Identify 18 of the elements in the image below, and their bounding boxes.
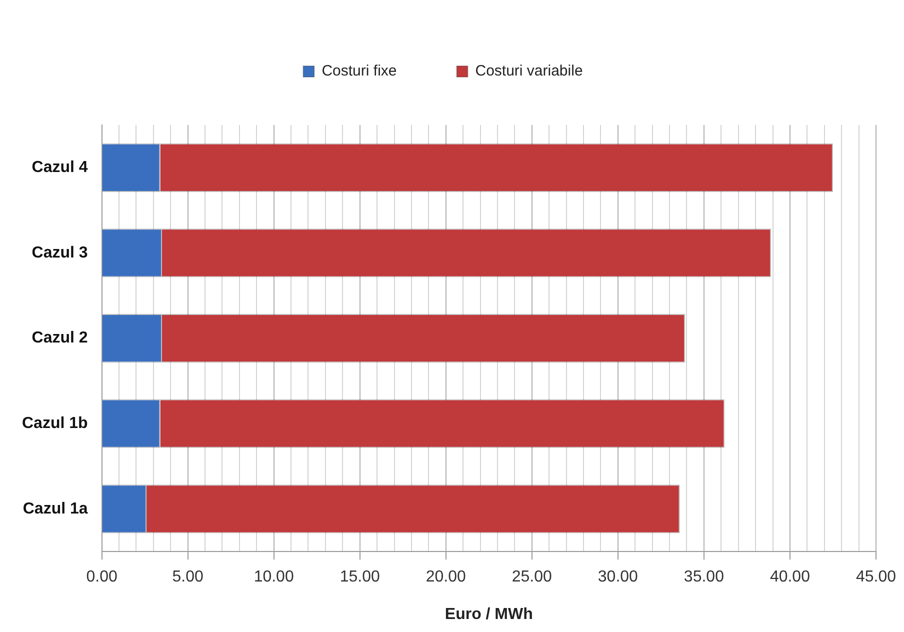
y-tick-label: Cazul 1a xyxy=(22,500,88,518)
x-tick-label: 15.00 xyxy=(340,568,380,586)
legend-label: Costuri fixe xyxy=(322,62,397,80)
x-tick-label: 5.00 xyxy=(172,568,204,586)
y-tick-label: Cazul 4 xyxy=(32,159,88,176)
x-tick-label: 0.00 xyxy=(86,568,118,586)
x-tick-label: 35.00 xyxy=(684,568,724,586)
y-tick-label: Cazul 1b xyxy=(22,415,88,432)
x-tick-label: 20.00 xyxy=(426,568,466,586)
x-axis-title: Euro / MWh xyxy=(444,606,533,623)
x-tick-label: 10.00 xyxy=(254,568,294,586)
x-tick-label: 30.00 xyxy=(598,568,638,586)
x-tick-label: 40.00 xyxy=(770,568,810,586)
y-tick-label: Cazul 2 xyxy=(32,330,88,347)
x-tick-label: 25.00 xyxy=(512,568,552,586)
y-tick-label: Cazul 3 xyxy=(32,244,88,262)
x-tick-label: 45.00 xyxy=(856,568,896,586)
legend-label: Costuri variabile xyxy=(475,62,583,80)
